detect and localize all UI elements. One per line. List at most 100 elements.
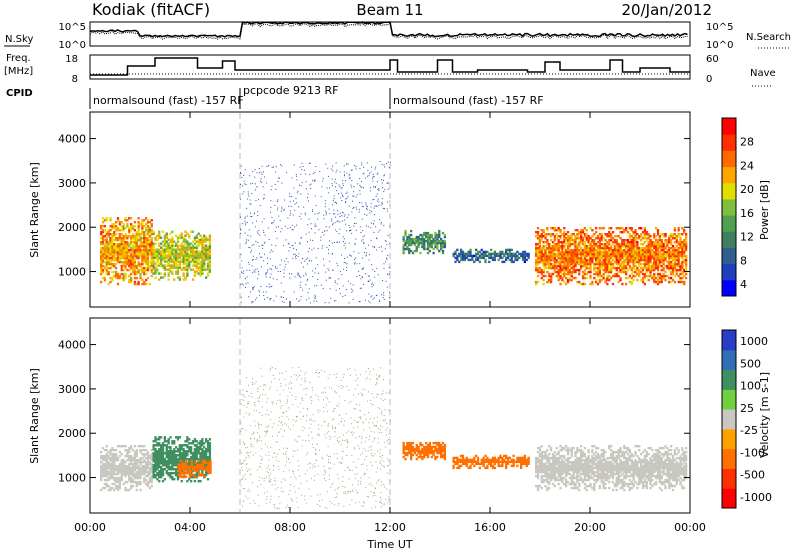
echo-cell — [636, 236, 639, 240]
echo-cell — [113, 466, 116, 470]
echo-cell — [683, 258, 686, 262]
noise-point — [278, 215, 280, 217]
echo-cell — [160, 250, 163, 253]
echo-cell — [563, 266, 566, 270]
noise-point — [366, 214, 368, 216]
echo-cell — [139, 246, 142, 250]
echo-cell — [105, 230, 108, 234]
noise-point — [287, 227, 289, 229]
echo-cell — [113, 274, 116, 278]
echo-cell — [195, 256, 198, 259]
echo-cell — [671, 268, 675, 272]
echo-cell — [176, 244, 180, 247]
echo-cell — [591, 252, 594, 256]
echo-cell — [434, 245, 437, 249]
echo-cell — [580, 266, 583, 270]
echo-cell — [585, 260, 588, 264]
echo-cell — [566, 278, 570, 282]
noise-point — [309, 419, 311, 421]
echo-cell — [538, 268, 542, 272]
echo-cell — [596, 262, 600, 266]
echo-cell — [681, 252, 684, 256]
echo-cell — [193, 242, 197, 245]
noise-point — [373, 425, 375, 427]
noise-point — [378, 375, 380, 377]
noise-point — [327, 377, 329, 379]
echo-cell — [608, 278, 611, 282]
noise-point — [368, 439, 370, 441]
echo-cell — [163, 250, 167, 253]
echo-cell — [186, 272, 189, 275]
noise-point — [357, 421, 359, 423]
noise-point — [306, 480, 308, 482]
echo-cell — [570, 248, 573, 252]
noise-point — [311, 249, 313, 251]
echo-cell — [100, 268, 103, 272]
echo-cell — [404, 233, 407, 237]
echo-cell — [671, 244, 675, 248]
noise-point — [249, 247, 251, 249]
noise-point — [353, 394, 355, 396]
noise-point — [334, 496, 336, 498]
echo-cell — [143, 236, 146, 240]
noise-point — [304, 381, 306, 383]
noise-point — [292, 500, 294, 502]
echo-cell — [186, 268, 189, 271]
echo-cell — [148, 282, 152, 286]
echo-cell — [666, 260, 669, 264]
echo-cell — [109, 488, 112, 492]
echo-cell — [109, 476, 112, 480]
noise-point — [378, 299, 380, 301]
noise-point — [314, 179, 316, 181]
echo-cell — [568, 252, 572, 256]
echo-cell — [540, 236, 543, 240]
echo-cell — [184, 258, 187, 261]
noise-point — [382, 297, 384, 299]
echo-cell — [625, 270, 628, 274]
echo-cell — [643, 250, 647, 254]
echo-cell — [602, 242, 605, 246]
noise-point — [310, 431, 312, 433]
echo-cell — [145, 238, 148, 242]
echo-cell — [180, 236, 183, 239]
echo-cell — [589, 270, 592, 274]
echo-cell — [651, 242, 654, 246]
echo-cell — [656, 280, 660, 284]
echo-cell — [116, 256, 120, 260]
noise-point — [296, 202, 298, 204]
echo-cell — [536, 268, 540, 272]
echo-cell — [540, 238, 543, 242]
noise-point — [312, 209, 314, 211]
echo-cell — [598, 264, 602, 268]
noise-point — [333, 198, 335, 200]
noise-point — [375, 166, 377, 168]
echo-cell — [111, 227, 114, 230]
noise-point — [259, 291, 261, 293]
noise-point — [336, 453, 338, 455]
echo-cell — [124, 488, 127, 492]
echo-cell — [163, 238, 167, 241]
noise-point — [317, 279, 319, 281]
echo-cell — [182, 254, 185, 257]
echo-cell — [666, 266, 669, 270]
noise-point — [319, 170, 321, 172]
noise-point — [389, 271, 391, 273]
noise-point — [383, 190, 385, 192]
noise-point — [243, 443, 245, 445]
echo-cell — [681, 276, 684, 280]
noise-point — [359, 178, 361, 180]
noise-point — [358, 270, 360, 272]
echo-cell — [664, 278, 667, 282]
echo-cell — [169, 240, 172, 243]
echo-cell — [538, 234, 542, 238]
noise-point — [267, 227, 269, 229]
noise-point — [367, 244, 369, 246]
echo-cell — [113, 452, 116, 456]
echo-cell — [122, 278, 125, 282]
echo-cell — [135, 266, 138, 270]
echo-cell — [557, 227, 560, 230]
echo-cell — [576, 254, 579, 258]
echo-cell — [589, 246, 592, 250]
echo-cell — [146, 252, 150, 256]
noise-point — [273, 423, 275, 425]
